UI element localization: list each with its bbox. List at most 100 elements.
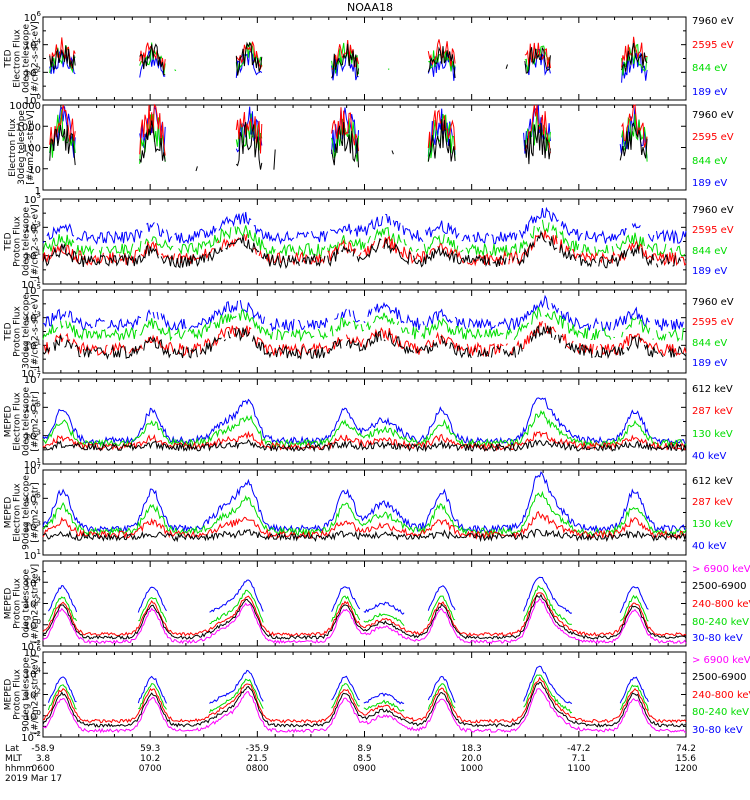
series-line-2500-6900	[42, 681, 687, 728]
legend-entry: 2595 eV	[692, 40, 734, 51]
legend-entry: 240-800 keV	[692, 599, 750, 610]
panel-frame	[42, 651, 687, 738]
legend-entry: 189 eV	[692, 178, 727, 189]
y-tick-label: 103	[24, 220, 41, 234]
y-tick-label: 104	[24, 666, 42, 680]
y-tick-label: 103	[24, 429, 41, 443]
legend-entry: 844 eV	[692, 63, 727, 74]
y-tick-label: 101	[24, 249, 41, 263]
y-tick-label: 107	[24, 463, 41, 477]
y-tick-label: 10-2	[21, 730, 41, 744]
legend-entry: 189 eV	[692, 87, 727, 98]
y-axis-title: MEPEDElectron Flux0deg telescope[#/cm2-s…	[4, 387, 41, 457]
series-line-2500-6900	[42, 593, 687, 641]
series-line-30-80-kev	[47, 576, 649, 615]
legend-entry: 240-800 keV	[692, 690, 750, 701]
footer-lat-value: 8.9	[357, 744, 372, 754]
footer-lat-value: 74.2	[676, 744, 696, 754]
y-tick-label: 100	[22, 144, 41, 155]
y-tick-label: 106	[24, 645, 42, 659]
legend-entry: 2595 eV	[692, 225, 734, 236]
y-tick-label: 104	[24, 575, 42, 589]
series-line-240-800-kev	[42, 676, 687, 724]
footer-mlt-value: 15.6	[676, 754, 696, 764]
legend-entry: 287 keV	[692, 406, 733, 417]
footer-row-label: Lat	[5, 744, 20, 754]
legend-entry: 189 eV	[692, 266, 727, 277]
legend-entry: 612 keV	[692, 384, 733, 395]
footer-row-label: MLT	[5, 754, 23, 764]
legend-entry: 844 eV	[692, 156, 727, 167]
figure-title: NOAA18	[347, 1, 393, 14]
series-line--6900-kev	[42, 688, 687, 734]
y-axis-title: TEDElectron Flux0deg telescope[#/cm2-s-s…	[4, 21, 41, 96]
footer-mlt-value: 3.8	[36, 754, 51, 764]
series-line--6900-kev	[42, 597, 687, 645]
y-tick-label: 106	[24, 10, 42, 24]
footer-hhmm-value: 1100	[567, 764, 590, 774]
series-line-7960-ev	[42, 230, 687, 269]
y-tick-label: 10-1	[21, 366, 41, 380]
y-tick-label: 1000	[16, 122, 41, 133]
y-tick-label: 100	[24, 93, 41, 107]
series-line-189-ev	[42, 206, 687, 245]
legend-entry: 612 keV	[692, 476, 733, 487]
footer-row-label: hhmm	[5, 764, 34, 774]
series-line-40-kev	[42, 397, 687, 446]
legend-entry: > 6900 keV	[692, 564, 750, 575]
series-line-7960-ev	[49, 119, 648, 172]
series-line-80-240-kev	[48, 584, 649, 627]
legend-entry: 7960 eV	[692, 297, 734, 308]
series-line-844-ev	[42, 306, 685, 342]
footer-mlt-value: 10.2	[140, 754, 160, 764]
y-tick-label: 101	[24, 338, 41, 352]
legend-entry: 80-240 keV	[692, 617, 749, 628]
footer-hhmm-value: 1200	[675, 764, 698, 774]
legend-entry: 130 keV	[692, 519, 733, 530]
series-line-287-kev	[42, 430, 687, 452]
series-line-2595-ev	[50, 105, 654, 156]
panel-frame	[42, 378, 687, 465]
footer-lat-value: -35.9	[246, 744, 270, 754]
y-tick-label: 107	[24, 372, 41, 386]
y-tick-label: 105	[24, 283, 41, 297]
y-tick-label: 1	[35, 186, 41, 197]
y-tick-label: 100	[24, 618, 41, 632]
y-axis-title: Electron Flux30deg telescope[#/cm2-s-str…	[8, 110, 36, 185]
y-tick-label: 101	[24, 457, 41, 471]
series-line-240-800-kev	[42, 592, 687, 637]
legend-entry: 2595 eV	[692, 317, 734, 328]
y-tick-label: 102	[24, 688, 41, 702]
y-tick-label: 10000	[9, 101, 41, 112]
series-line-130-kev	[42, 490, 687, 537]
series-line-80-240-kev	[47, 674, 649, 714]
y-axis-title: MEPEDProton Flux0deg telescope[#/cm2-s-s…	[4, 564, 41, 643]
legend-entry: 30-80 keV	[692, 633, 743, 644]
panel-frame	[42, 104, 687, 191]
y-tick-label: 10	[28, 165, 41, 176]
y-tick-label: 10-1	[21, 277, 41, 291]
legend-entry: 2500-6900	[692, 672, 747, 683]
legend-entry: 287 keV	[692, 497, 733, 508]
legend-entry: 40 keV	[692, 541, 726, 552]
legend-entry: 40 keV	[692, 451, 726, 462]
legend-entry: > 6900 keV	[692, 655, 750, 666]
y-tick-label: 103	[24, 311, 41, 325]
legend-entry: 189 eV	[692, 358, 727, 369]
footer-hhmm-value: 0600	[32, 764, 55, 774]
series-line-130-kev	[42, 409, 687, 449]
panel-frame	[42, 198, 687, 285]
footer-row-label: 2019 Mar 17	[5, 774, 62, 784]
series-line-7960-ev	[49, 41, 648, 79]
legend-entry: 7960 eV	[692, 205, 734, 216]
series-line-844-ev	[42, 219, 686, 258]
y-axis-title: MEPEDProton Flux90deg telescope[#/cm2-s-…	[4, 655, 41, 734]
legend-entry: 30-80 keV	[692, 725, 743, 736]
